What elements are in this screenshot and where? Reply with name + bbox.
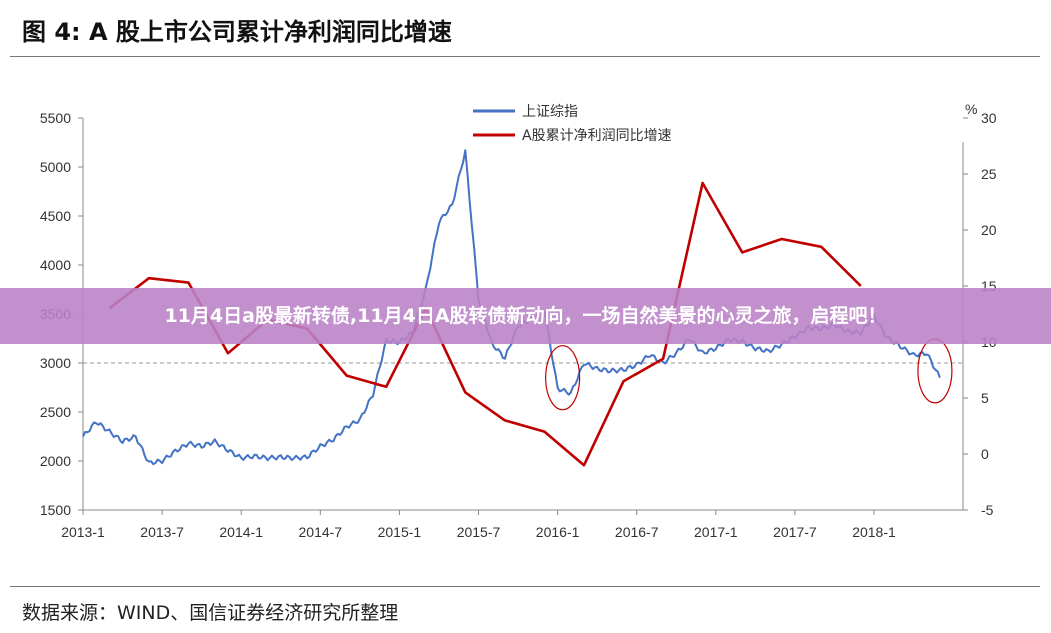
chart-axes: 150020002500300035004000450050005500-505… (40, 101, 997, 540)
left-tick-label: 4000 (40, 257, 71, 273)
x-tick-label: 2014-1 (219, 524, 263, 540)
x-tick-label: 2013-7 (140, 524, 184, 540)
left-tick-label: 5000 (40, 159, 71, 175)
left-tick-label: 3000 (40, 355, 71, 371)
x-tick-label: 2015-1 (378, 524, 422, 540)
x-tick-label: 2016-7 (615, 524, 659, 540)
legend-label: 上证综指 (522, 104, 578, 120)
banner-background (0, 288, 1051, 344)
chart-legend: 上证综指 A股累计净利润同比增速 (473, 104, 672, 144)
right-tick-label: 20 (981, 222, 997, 238)
x-tick-label: 2016-1 (536, 524, 580, 540)
title-divider (10, 56, 1040, 57)
figure-title: 图 4: A 股上市公司累计净利润同比增速 (22, 18, 452, 46)
right-tick-label: 5 (981, 390, 989, 406)
source-note: 数据来源：WIND、国信证券经济研究所整理 (22, 602, 399, 624)
x-tick-label: 2014-7 (299, 524, 343, 540)
left-tick-label: 1500 (40, 502, 71, 518)
headline-banner[interactable]: 11月4日a股最新转债,11月4日A股转债新动向，一场自然美景的心灵之旅，启程吧… (164, 305, 887, 327)
right-tick-label: 25 (981, 166, 997, 182)
right-axis-unit: % (965, 101, 977, 117)
right-tick-label: 30 (981, 110, 997, 126)
left-tick-label: 2000 (40, 453, 71, 469)
left-tick-label: 4500 (40, 208, 71, 224)
x-tick-label: 2017-1 (694, 524, 738, 540)
left-tick-label: 2500 (40, 404, 71, 420)
x-tick-label: 2013-1 (61, 524, 105, 540)
source-divider (10, 586, 1040, 587)
x-tick-label: 2018-1 (852, 524, 896, 540)
series-line-profit-growth (108, 181, 862, 467)
right-tick-label: 0 (981, 446, 989, 462)
right-tick-label: -5 (981, 502, 994, 518)
x-tick-label: 2017-7 (773, 524, 817, 540)
annotation-group (545, 338, 953, 411)
x-tick-label: 2015-7 (457, 524, 501, 540)
left-tick-label: 5500 (40, 110, 71, 126)
highlight-ellipse (545, 345, 581, 411)
highlight-ellipse (917, 338, 953, 404)
legend-label: A股累计净利润同比增速 (522, 128, 672, 144)
